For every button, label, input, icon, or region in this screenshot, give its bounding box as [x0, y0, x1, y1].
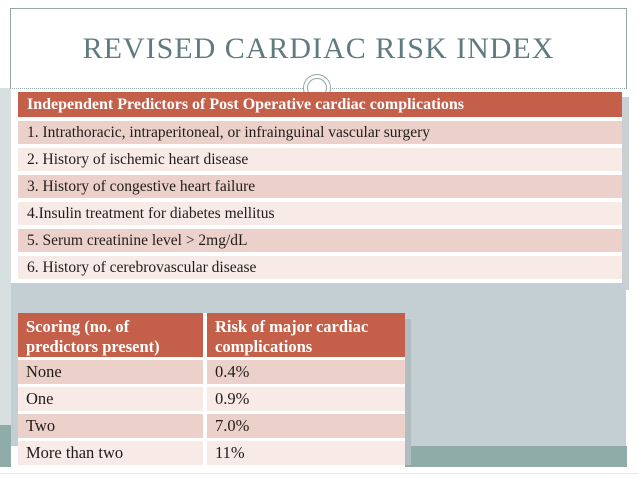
scoring-header-risk: Risk of major cardiac complications — [207, 313, 405, 357]
score-cell: None — [18, 360, 203, 384]
scoring-header-score: Scoring (no. of predictors present) — [18, 313, 203, 357]
score-cell: One — [18, 387, 203, 411]
risk-cell: 11% — [207, 441, 405, 465]
risk-cell: 0.9% — [207, 387, 405, 411]
predictors-table: Independent Predictors of Post Operative… — [18, 92, 622, 279]
predictor-row: 6. History of cerebrovascular disease — [18, 256, 622, 279]
predictor-row: 3. History of congestive heart failure — [18, 175, 622, 198]
score-cell: More than two — [18, 441, 203, 465]
predictor-row: 4.Insulin treatment for diabetes mellitu… — [18, 202, 622, 225]
risk-cell: 0.4% — [207, 360, 405, 384]
predictors-table-header: Independent Predictors of Post Operative… — [18, 92, 622, 117]
predictor-row: 5. Serum creatinine level > 2mg/dL — [18, 229, 622, 252]
title-frame: REVISED CARDIAC RISK INDEX — [10, 8, 627, 89]
bottom-divider — [0, 473, 638, 474]
scoring-table: Scoring (no. of predictors present) Risk… — [18, 313, 405, 465]
score-cell: Two — [18, 414, 203, 438]
left-sage-accent — [0, 425, 11, 467]
bottom-sage-strip — [405, 446, 627, 467]
predictor-row: 1. Intrathoracic, intraperitoneal, or in… — [18, 121, 622, 144]
scoring-table-shadow — [405, 319, 411, 465]
predictor-row: 2. History of ischemic heart disease — [18, 148, 622, 171]
left-accent-strip — [0, 88, 11, 425]
predictors-table-shadow — [622, 97, 629, 290]
page-title: REVISED CARDIAC RISK INDEX — [82, 32, 555, 65]
risk-cell: 7.0% — [207, 414, 405, 438]
